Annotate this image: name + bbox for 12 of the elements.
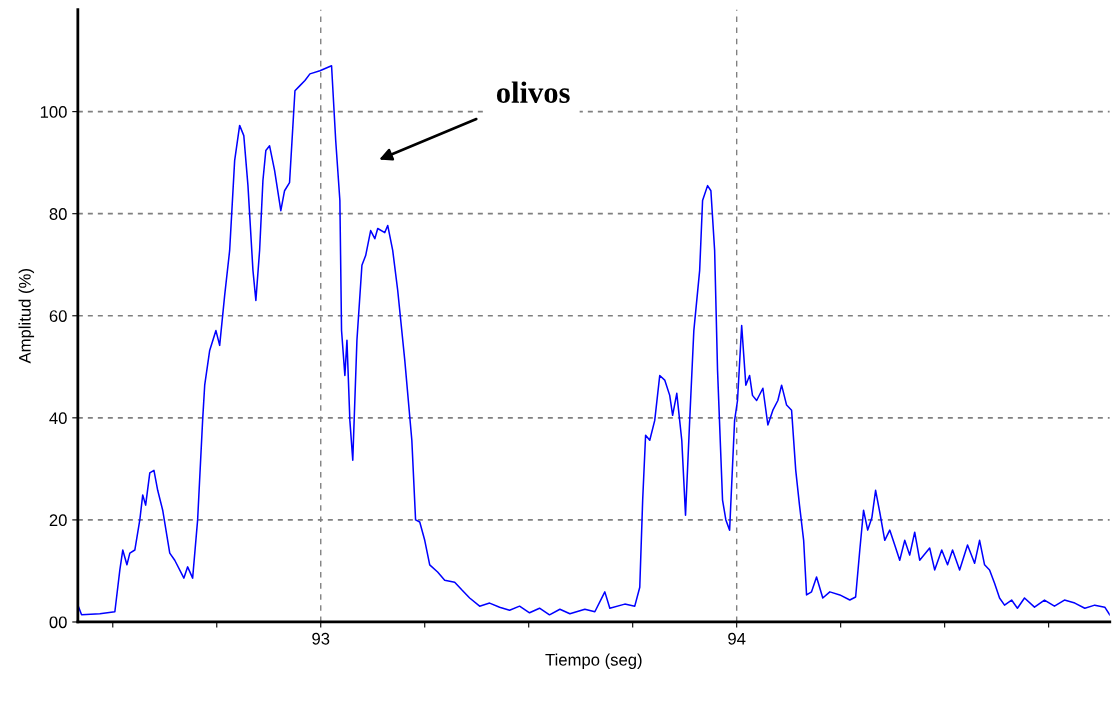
y-tick-label: 100	[40, 106, 67, 118]
annotation: olivos	[496, 81, 570, 103]
x-tick-label: 94	[728, 632, 746, 645]
x-tick-label: 93	[312, 632, 330, 645]
y-tick-label: 60	[49, 310, 67, 322]
x-axis-title: Tiempo (seg)	[545, 653, 642, 670]
y-tick-label: 80	[49, 208, 67, 220]
y-axis-title: Amplitud (%)	[18, 269, 35, 364]
y-tick-label: 00	[49, 616, 67, 629]
y-tick-label: 20	[49, 514, 67, 527]
y-tick-label: 40	[49, 412, 67, 425]
line-series	[77, 64, 1110, 616]
